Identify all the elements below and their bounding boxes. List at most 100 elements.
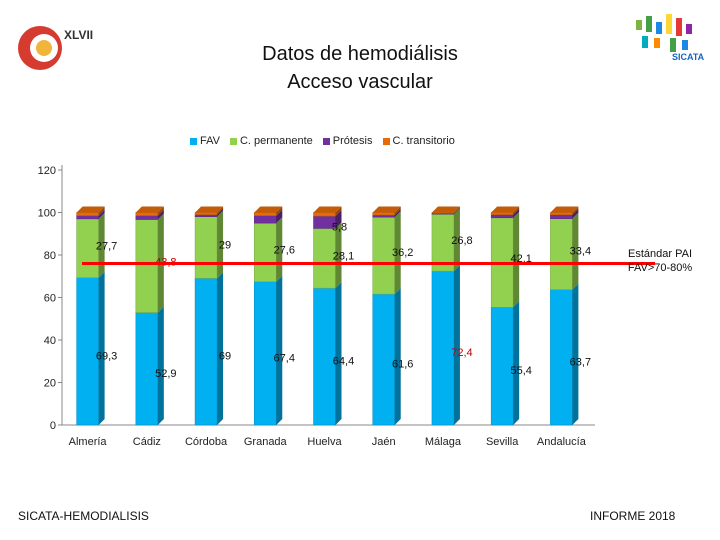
y-tick-label: 0 xyxy=(50,420,56,432)
data-label-c-permanente: 33,4 xyxy=(570,246,591,258)
congress-logo-text: XLVII xyxy=(64,28,94,42)
data-label-c-permanente: 29 xyxy=(219,239,231,251)
x-tick-label: Cádiz xyxy=(133,436,161,448)
legend-label: FAV xyxy=(200,135,220,147)
standard-label-line-2: FAV>70-80% xyxy=(627,262,693,274)
bar-segment xyxy=(135,212,159,216)
bar-segment-side xyxy=(98,212,105,278)
bar-segment xyxy=(194,278,218,426)
data-label-c-permanente: 26,8 xyxy=(451,235,472,247)
sicata-logo-mark xyxy=(636,14,692,52)
bar-segment xyxy=(194,212,218,215)
legend-swatch xyxy=(322,137,330,145)
legend-label: C. permanente xyxy=(239,135,313,147)
y-tick-label: 80 xyxy=(44,250,56,262)
sicata-logo-text: SICATA xyxy=(672,52,705,62)
bar-segment-side xyxy=(394,209,401,218)
bar-segment-side xyxy=(572,208,579,219)
bar-segment xyxy=(194,216,218,279)
data-label-fav: 72,4 xyxy=(451,347,472,359)
data-label-fav: 55,4 xyxy=(510,365,531,377)
bar-segment xyxy=(76,215,99,220)
bar-segment xyxy=(490,214,514,219)
bar-segment-side xyxy=(335,222,342,289)
bar-segment-side xyxy=(572,212,579,290)
legend-label: C. transitorio xyxy=(392,135,455,147)
legend-swatch xyxy=(382,137,390,145)
chart-legend: FAV C. permanente Prótesis C. transitorio xyxy=(190,133,530,149)
bar-segment-side xyxy=(276,206,283,216)
bar-segment xyxy=(76,212,99,216)
bar-segment-side xyxy=(276,209,283,224)
legend-label: Prótesis xyxy=(332,135,373,147)
bar-top-face xyxy=(372,206,401,213)
bar-top-face xyxy=(550,206,579,213)
y-tick-label: 60 xyxy=(44,293,56,305)
x-tick-label: Granada xyxy=(244,436,288,448)
y-tick-label: 120 xyxy=(38,165,56,177)
stacked-bar-chart: 02040608010012069,327,7Almería52,943,8Cá… xyxy=(38,165,655,448)
bar-segment xyxy=(490,212,514,215)
x-tick-label: Huelva xyxy=(307,436,342,448)
data-label-fav: 69,3 xyxy=(96,350,117,362)
x-tick-label: Almería xyxy=(69,436,108,448)
bar-segment-side xyxy=(513,301,520,425)
footer-source: SICATA-HEMODIALISIS xyxy=(18,509,149,523)
data-label-fav: 67,4 xyxy=(274,352,295,364)
legend-item: FAV xyxy=(190,135,220,147)
sicata-logo: SICATA xyxy=(628,8,712,66)
bar-segment-side xyxy=(217,210,224,279)
congress-logo-mark xyxy=(18,26,62,70)
bar-segment xyxy=(254,215,277,224)
bar-segment-side xyxy=(453,207,460,215)
bar-top-face xyxy=(491,206,520,213)
bar-segment-side xyxy=(157,206,164,216)
bar-segment xyxy=(372,214,395,218)
bar-segment-side xyxy=(98,271,105,425)
bar-segment-side xyxy=(217,208,224,217)
bar-segment xyxy=(372,212,395,216)
bar-segment-side xyxy=(276,217,283,282)
bar-segment xyxy=(550,212,573,216)
legend-swatch xyxy=(229,137,237,145)
x-tick-label: Andalucía xyxy=(537,436,587,448)
bar-segment-side xyxy=(513,206,520,215)
bar-segment-side xyxy=(394,211,401,295)
data-label-protesis: 5,8 xyxy=(332,221,347,233)
bar-segment-side xyxy=(572,283,579,425)
legend-item: Prótesis xyxy=(322,135,373,147)
bar-segment-side xyxy=(513,211,520,308)
title-line-1: Datos de hemodiálisis xyxy=(262,43,458,65)
title-line-2: Acceso vascular xyxy=(287,71,433,93)
bar-top-face xyxy=(254,206,283,213)
bar-top-face xyxy=(195,206,224,213)
legend-item: C. transitorio xyxy=(382,135,455,147)
bar-segment-side xyxy=(394,288,401,425)
bar-segment-side xyxy=(217,272,224,425)
bar-top-face xyxy=(431,206,460,213)
data-label-fav: 52,9 xyxy=(155,368,176,380)
bar-segment xyxy=(313,212,336,217)
bar-segment-side xyxy=(335,206,342,217)
y-tick-label: 40 xyxy=(44,335,56,347)
bar-segment-side xyxy=(276,275,283,425)
bar-segment-side xyxy=(513,208,520,218)
bar-segment-side xyxy=(453,208,460,272)
bar-top-face xyxy=(135,206,164,213)
standard-annotation: Estándar PAI FAV>70-80% xyxy=(615,247,705,275)
x-tick-label: Córdoba xyxy=(185,436,228,448)
bar-top-face xyxy=(76,206,105,213)
footer-report: INFORME 2018 xyxy=(590,509,676,523)
bar-segment-side xyxy=(98,206,105,216)
bar-segment xyxy=(135,215,159,220)
bar-segment-side xyxy=(335,210,342,229)
data-label-c-permanente: 27,7 xyxy=(96,240,117,252)
x-tick-label: Málaga xyxy=(425,436,462,448)
data-label-c-permanente: 36,2 xyxy=(392,247,413,259)
data-label-fav: 61,6 xyxy=(392,359,413,371)
bar-segment xyxy=(254,212,277,216)
congress-logo: XLVII xyxy=(14,22,124,78)
y-tick-label: 20 xyxy=(44,378,56,390)
x-tick-label: Jaén xyxy=(372,436,396,448)
standard-label-line-1: Estándar PAI xyxy=(628,248,692,260)
